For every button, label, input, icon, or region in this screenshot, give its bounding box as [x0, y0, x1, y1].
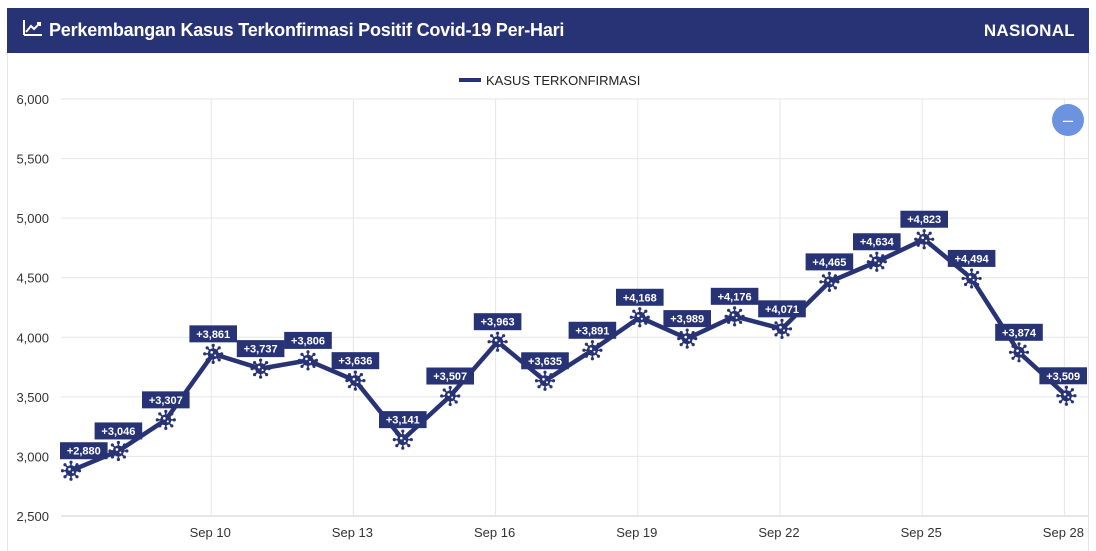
data-label-box [473, 313, 522, 331]
data-point-marker[interactable] [345, 370, 366, 391]
data-point-marker[interactable] [297, 350, 319, 371]
data-label: +3,737 [244, 344, 278, 356]
data-label: +3,507 [433, 371, 467, 383]
data-label-box [758, 300, 806, 318]
page-title: Perkembangan Kasus Terkonfirmasi Positif… [49, 20, 565, 40]
data-label-box [995, 323, 1043, 341]
data-label-box [189, 325, 237, 343]
data-point-marker[interactable] [60, 460, 82, 481]
data-point-marker[interactable] [203, 343, 224, 364]
data-label: +3,509 [1046, 371, 1080, 383]
data-label: +4,823 [907, 214, 941, 226]
data-point-marker[interactable] [771, 318, 793, 339]
scope-badge[interactable]: NASIONAL [983, 20, 1075, 40]
data-label-box [142, 391, 190, 409]
y-tick-label: 5,000 [16, 211, 49, 226]
data-label: +2,880 [67, 446, 101, 458]
data-point-marker[interactable] [487, 331, 508, 352]
chart-container [7, 53, 1089, 551]
data-label: +4,176 [718, 291, 752, 303]
x-tick-label: Sep 16 [474, 525, 515, 540]
data-point-marker[interactable] [582, 340, 603, 361]
minus-icon: – [1062, 109, 1073, 130]
y-tick-label: 2,500 [16, 509, 49, 524]
data-label-box [710, 287, 759, 305]
legend: KASUS TERKONFIRMASI [459, 73, 640, 88]
data-label-box [568, 321, 617, 339]
axis-layer: 2,500 3,000 3,500 4,000 4,500 5,000 5,500 6,000… [16, 92, 1084, 540]
y-tick-label: 6,000 [16, 92, 49, 107]
data-label-box [60, 442, 108, 460]
data-label-box [1039, 367, 1087, 385]
y-tick-label: 4,000 [16, 330, 49, 345]
data-label: +3,141 [386, 415, 420, 427]
data-label: +3,989 [670, 314, 704, 326]
legend-label[interactable]: KASUS TERKONFIRMASI [486, 73, 640, 88]
data-label: +4,071 [765, 304, 799, 316]
data-point-marker[interactable] [1008, 342, 1030, 363]
x-tick-label: Sep 19 [616, 525, 657, 540]
data-point-marker[interactable] [108, 440, 129, 462]
zoom-out-button[interactable]: – [1052, 104, 1084, 136]
data-label: +3,806 [291, 335, 325, 347]
data-label-box [805, 253, 854, 271]
y-tick-label: 4,500 [16, 271, 49, 286]
data-label: +4,634 [860, 237, 895, 249]
data-label: +3,636 [338, 356, 372, 368]
data-point-marker[interactable] [155, 409, 176, 430]
data-point-marker[interactable] [724, 306, 745, 327]
grid-layer [61, 98, 1088, 517]
data-label-box [236, 340, 285, 358]
chart-header: Perkembangan Kasus Terkonfirmasi Positif… [7, 8, 1089, 53]
data-label: +3,307 [149, 395, 183, 407]
data-label: +3,635 [528, 356, 562, 368]
data-label-box [616, 288, 664, 306]
data-label: +3,046 [101, 426, 135, 438]
y-tick-label: 3,500 [16, 390, 49, 405]
data-point-marker[interactable] [914, 229, 935, 250]
data-label-box [426, 367, 474, 385]
data-label-box [331, 352, 380, 370]
x-tick-label: Sep 10 [190, 525, 231, 540]
data-point-marker[interactable] [819, 271, 840, 292]
x-tick-label: Sep 25 [901, 525, 942, 540]
data-label-box [947, 249, 996, 267]
header-title-group: Perkembangan Kasus Terkonfirmasi Positif… [23, 8, 564, 53]
data-point-marker[interactable] [866, 251, 887, 272]
data-point-marker[interactable] [250, 358, 271, 379]
data-point-marker[interactable] [961, 268, 982, 289]
data-label-box [284, 331, 332, 349]
data-label: +3,861 [196, 329, 230, 341]
data-point-marker[interactable] [392, 429, 413, 450]
x-tick-label: Sep 28 [1043, 525, 1084, 540]
data-label-box [853, 233, 901, 251]
x-tick-label: Sep 22 [758, 525, 799, 540]
data-label: +3,891 [575, 325, 609, 337]
y-tick-label: 3,000 [16, 449, 49, 464]
data-point-marker[interactable] [534, 370, 556, 391]
data-label-layer: +2,880+3,046 +3,307 +3,861 +3,737 +3,806 +3,6… [60, 210, 1087, 460]
data-label-box [900, 210, 948, 228]
data-label: +4,465 [812, 257, 846, 269]
data-label-box [379, 411, 427, 429]
data-point-marker[interactable] [677, 328, 698, 349]
data-label: +4,494 [955, 253, 990, 265]
trend-line-icon [23, 19, 43, 42]
x-tick-label: Sep 13 [332, 525, 373, 540]
data-label-box [94, 422, 143, 440]
data-point-marker[interactable] [629, 307, 650, 328]
data-point-marker[interactable] [1056, 385, 1077, 406]
data-point-marker[interactable] [440, 385, 461, 407]
data-label-box [521, 352, 569, 370]
data-label: +4,168 [623, 292, 657, 304]
data-label-box [663, 310, 711, 328]
data-label: +3,874 [1002, 327, 1037, 339]
y-tick-label: 5,500 [16, 152, 49, 167]
data-label: +3,963 [481, 317, 515, 329]
